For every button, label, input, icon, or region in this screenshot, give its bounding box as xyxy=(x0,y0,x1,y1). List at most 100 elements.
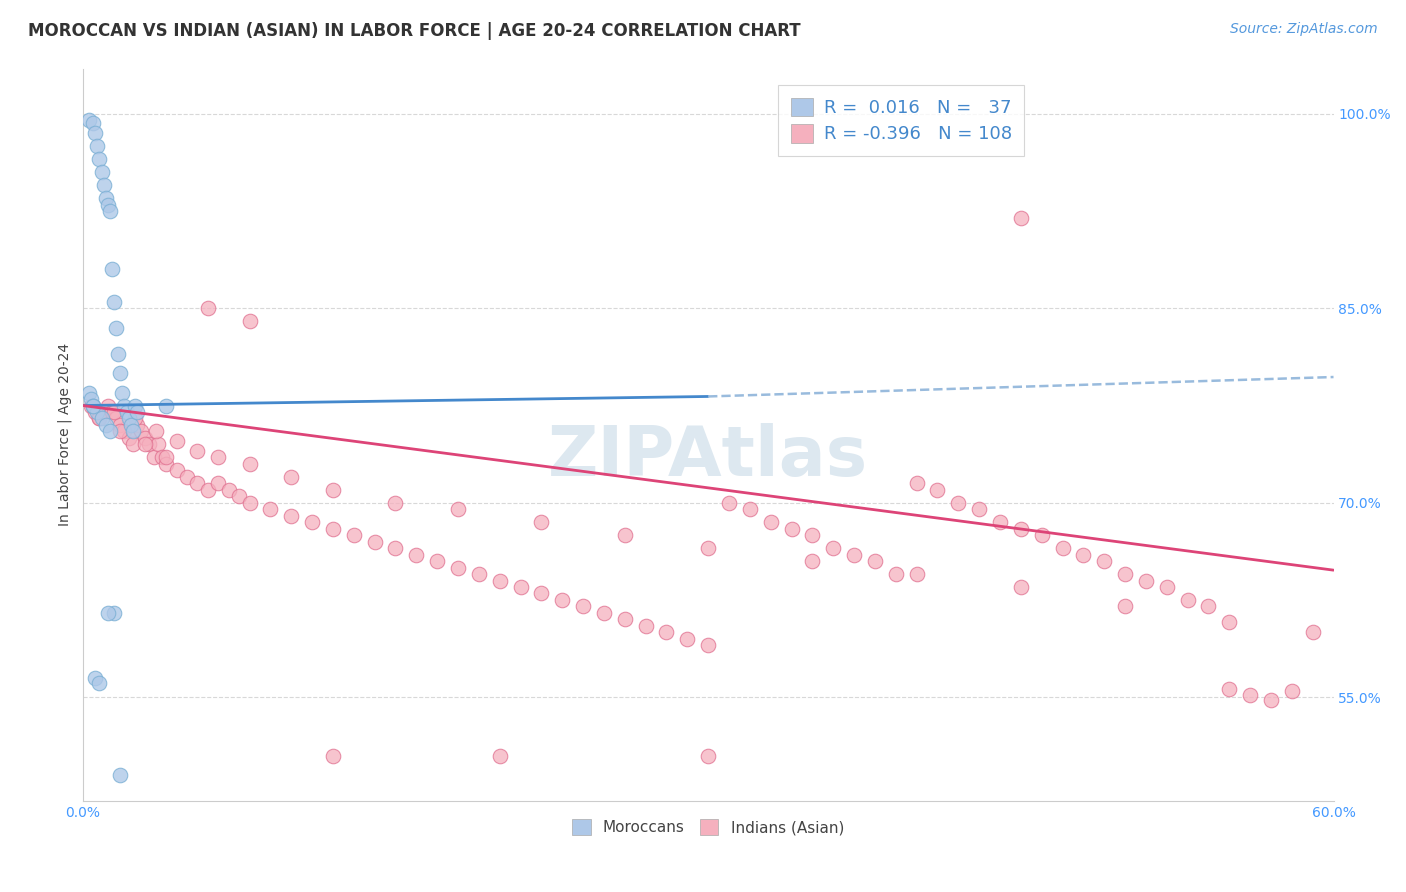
Point xyxy=(842,548,865,562)
Point xyxy=(1010,211,1032,225)
Point xyxy=(82,399,104,413)
Point xyxy=(1031,528,1053,542)
Point xyxy=(94,417,117,432)
Point xyxy=(82,399,104,413)
Point xyxy=(948,496,970,510)
Point xyxy=(801,528,824,542)
Point xyxy=(207,476,229,491)
Point xyxy=(82,116,104,130)
Point xyxy=(1197,599,1219,614)
Point xyxy=(146,437,169,451)
Point xyxy=(801,554,824,568)
Point xyxy=(1114,599,1136,614)
Point xyxy=(322,483,344,497)
Point xyxy=(884,567,907,582)
Point xyxy=(90,411,112,425)
Point xyxy=(103,606,125,620)
Point xyxy=(927,483,949,497)
Point xyxy=(905,567,928,582)
Point xyxy=(110,366,132,380)
Point xyxy=(98,204,121,219)
Point xyxy=(1135,574,1157,588)
Point xyxy=(218,483,240,497)
Point xyxy=(863,554,886,568)
Point xyxy=(1010,522,1032,536)
Point xyxy=(613,612,636,626)
Point xyxy=(90,165,112,179)
Text: Source: ZipAtlas.com: Source: ZipAtlas.com xyxy=(1230,22,1378,37)
Point xyxy=(988,515,1011,529)
Point xyxy=(238,496,260,510)
Point xyxy=(1302,625,1324,640)
Point xyxy=(80,399,103,413)
Point xyxy=(1092,554,1115,568)
Point xyxy=(186,476,208,491)
Text: MOROCCAN VS INDIAN (ASIAN) IN LABOR FORCE | AGE 20-24 CORRELATION CHART: MOROCCAN VS INDIAN (ASIAN) IN LABOR FORC… xyxy=(28,22,801,40)
Point xyxy=(259,502,281,516)
Point xyxy=(98,425,121,439)
Point xyxy=(197,301,219,316)
Point xyxy=(82,399,104,413)
Point xyxy=(447,560,470,574)
Point xyxy=(86,405,108,419)
Point xyxy=(405,548,427,562)
Point xyxy=(343,528,366,542)
Point xyxy=(823,541,845,555)
Point xyxy=(207,450,229,465)
Point xyxy=(145,425,167,439)
Point xyxy=(509,580,531,594)
Point xyxy=(1052,541,1074,555)
Point xyxy=(363,534,385,549)
Point xyxy=(134,437,156,451)
Point xyxy=(759,515,782,529)
Point xyxy=(697,748,720,763)
Point xyxy=(1218,615,1240,629)
Point xyxy=(166,463,188,477)
Point xyxy=(593,606,616,620)
Point xyxy=(89,676,111,690)
Point xyxy=(84,126,107,140)
Point xyxy=(89,411,111,425)
Point xyxy=(1010,580,1032,594)
Point xyxy=(101,405,124,419)
Point xyxy=(121,425,143,439)
Legend: Moroccans, Indians (Asian): Moroccans, Indians (Asian) xyxy=(564,810,853,845)
Point xyxy=(780,522,803,536)
Point xyxy=(676,632,699,646)
Point xyxy=(717,496,740,510)
Point xyxy=(176,470,198,484)
Point xyxy=(121,437,143,451)
Point xyxy=(114,399,136,413)
Point xyxy=(280,470,302,484)
Point xyxy=(322,522,344,536)
Point xyxy=(551,593,574,607)
Point xyxy=(468,567,491,582)
Point xyxy=(138,437,160,451)
Point xyxy=(1156,580,1178,594)
Point xyxy=(1177,593,1199,607)
Point xyxy=(238,457,260,471)
Point xyxy=(488,748,510,763)
Point xyxy=(150,450,173,465)
Point xyxy=(447,502,470,516)
Point xyxy=(107,347,129,361)
Point xyxy=(125,405,148,419)
Point xyxy=(1073,548,1095,562)
Point xyxy=(103,405,125,419)
Point xyxy=(280,508,302,523)
Point xyxy=(530,515,553,529)
Point xyxy=(1260,693,1282,707)
Point xyxy=(1281,683,1303,698)
Point xyxy=(97,197,120,211)
Point xyxy=(89,411,111,425)
Point xyxy=(105,320,128,334)
Point xyxy=(114,425,136,439)
Point xyxy=(103,294,125,309)
Point xyxy=(967,502,990,516)
Point xyxy=(322,748,344,763)
Point xyxy=(129,425,152,439)
Point xyxy=(155,450,177,465)
Point xyxy=(86,139,108,153)
Point xyxy=(634,619,657,633)
Point xyxy=(97,606,120,620)
